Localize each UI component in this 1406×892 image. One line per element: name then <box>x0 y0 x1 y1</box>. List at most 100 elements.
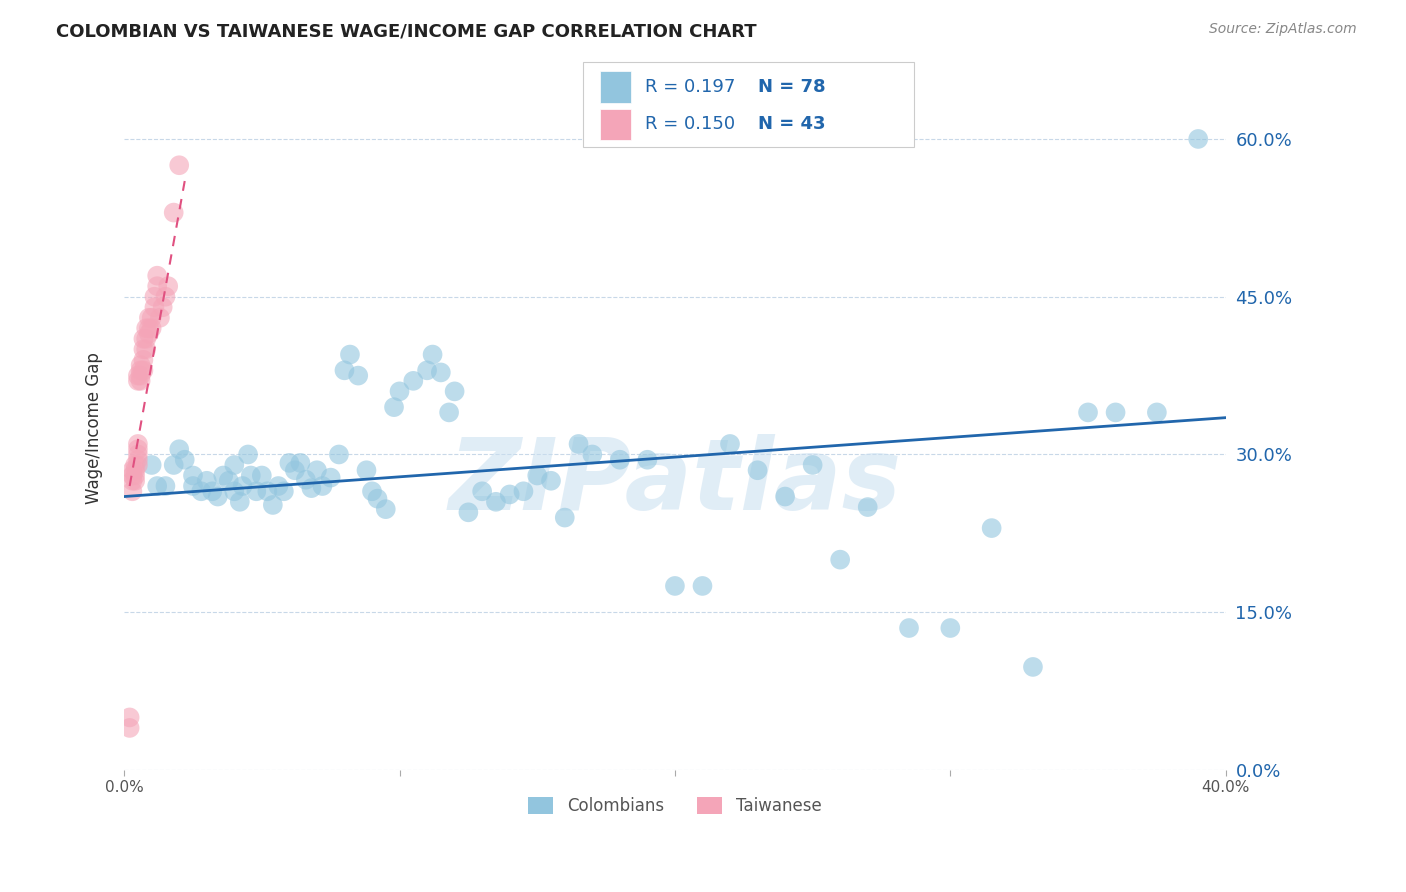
Point <box>173 452 195 467</box>
Point <box>132 332 155 346</box>
Point <box>135 321 157 335</box>
Point <box>773 490 796 504</box>
Point <box>430 366 453 380</box>
Point <box>138 321 160 335</box>
Point <box>1187 132 1209 146</box>
Point <box>118 721 141 735</box>
Point <box>181 468 204 483</box>
Point <box>121 474 143 488</box>
Point <box>718 437 741 451</box>
Point <box>361 484 384 499</box>
Point <box>319 470 342 484</box>
Point <box>311 479 333 493</box>
Point <box>129 368 152 383</box>
Point <box>374 502 396 516</box>
Point <box>207 490 229 504</box>
Point <box>284 463 307 477</box>
Point <box>167 442 190 457</box>
Point <box>457 505 479 519</box>
Text: N = 43: N = 43 <box>758 115 825 134</box>
Point <box>129 363 152 377</box>
Point <box>141 310 163 325</box>
Point <box>167 158 190 172</box>
Point <box>132 352 155 367</box>
Point <box>212 468 235 483</box>
Point <box>127 447 149 461</box>
Point <box>356 463 378 477</box>
Point <box>149 310 172 325</box>
Point <box>554 510 576 524</box>
Point <box>939 621 962 635</box>
Point <box>499 487 522 501</box>
Point <box>485 495 508 509</box>
Point <box>195 474 218 488</box>
Point <box>229 495 252 509</box>
Point <box>273 484 295 499</box>
Point <box>143 290 166 304</box>
Point <box>201 484 224 499</box>
Point <box>245 484 267 499</box>
Point <box>382 400 405 414</box>
Point <box>163 458 186 472</box>
Point <box>256 484 278 499</box>
Point <box>856 500 879 514</box>
Point <box>416 363 439 377</box>
Point <box>1146 405 1168 419</box>
Point <box>218 474 240 488</box>
Text: COLOMBIAN VS TAIWANESE WAGE/INCOME GAP CORRELATION CHART: COLOMBIAN VS TAIWANESE WAGE/INCOME GAP C… <box>56 22 756 40</box>
Point <box>339 347 361 361</box>
Point <box>190 484 212 499</box>
Point <box>132 363 155 377</box>
Point <box>980 521 1002 535</box>
Point <box>747 463 769 477</box>
Point <box>224 484 246 499</box>
Point <box>278 456 301 470</box>
Point <box>124 458 146 472</box>
Point <box>141 458 163 472</box>
Point <box>129 374 152 388</box>
Point <box>295 473 318 487</box>
Point <box>898 621 921 635</box>
Text: Source: ZipAtlas.com: Source: ZipAtlas.com <box>1209 22 1357 37</box>
Point <box>155 290 177 304</box>
Point <box>267 479 290 493</box>
Point <box>526 468 548 483</box>
Point <box>636 452 658 467</box>
Point <box>236 447 259 461</box>
Point <box>664 579 686 593</box>
Point <box>328 447 350 461</box>
Point <box>402 374 425 388</box>
Point <box>127 458 149 472</box>
Point <box>347 368 370 383</box>
Point <box>146 279 169 293</box>
Point <box>443 384 465 399</box>
Point <box>250 468 273 483</box>
Point <box>127 442 149 457</box>
Point <box>1104 405 1126 419</box>
Point <box>129 358 152 372</box>
Point <box>146 268 169 283</box>
Point <box>305 463 328 477</box>
Point <box>692 579 714 593</box>
Point <box>512 484 534 499</box>
Point <box>138 310 160 325</box>
Y-axis label: Wage/Income Gap: Wage/Income Gap <box>86 352 103 504</box>
Point <box>163 205 186 219</box>
Text: R = 0.150: R = 0.150 <box>645 115 735 134</box>
Point <box>146 479 169 493</box>
Point <box>333 363 356 377</box>
Point <box>540 474 562 488</box>
Point <box>127 437 149 451</box>
Point <box>118 710 141 724</box>
Point <box>132 343 155 357</box>
Point <box>437 405 460 419</box>
Point <box>388 384 411 399</box>
Point <box>581 447 603 461</box>
Point <box>609 452 631 467</box>
Point <box>141 321 163 335</box>
Point <box>366 491 388 506</box>
Point <box>124 468 146 483</box>
Point <box>567 437 589 451</box>
Point <box>135 332 157 346</box>
Point <box>224 458 246 472</box>
